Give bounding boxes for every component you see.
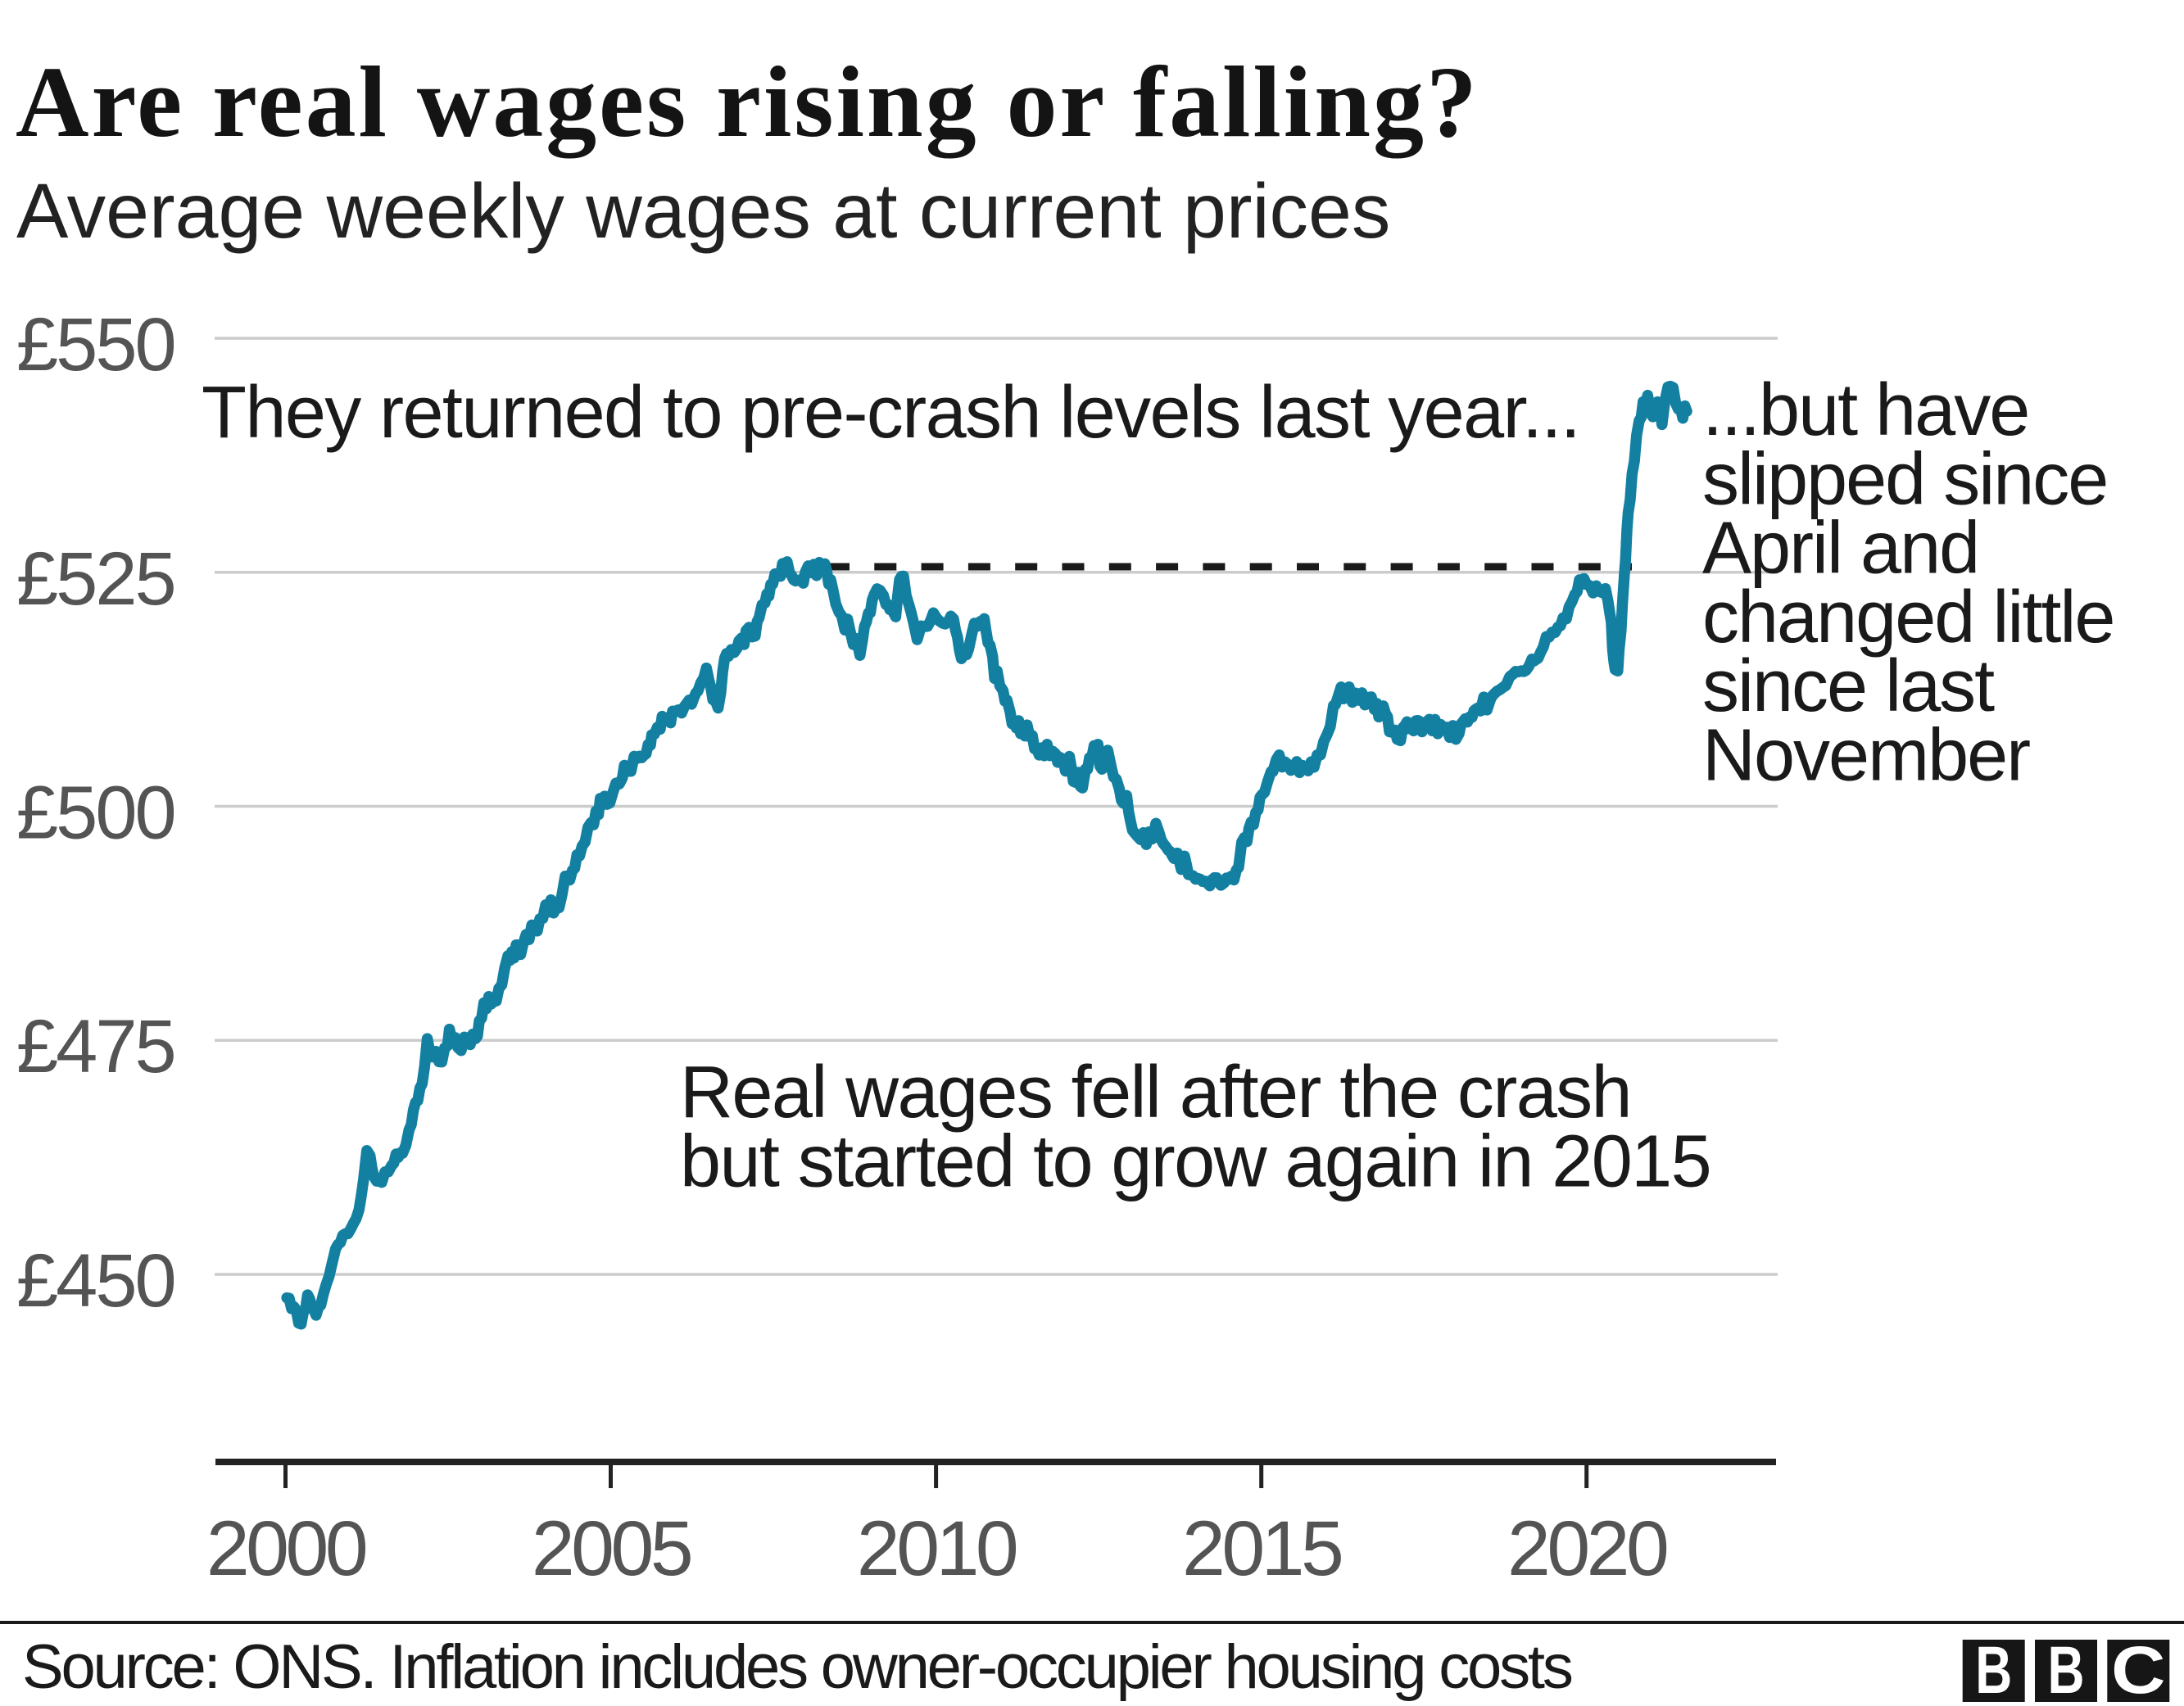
svg-text:Are real wages rising or falli: Are real wages rising or falling? — [16, 46, 1479, 159]
svg-text:2015: 2015 — [1182, 1505, 1341, 1592]
svg-text:April and: April and — [1702, 508, 1978, 590]
svg-text:B: B — [2047, 1633, 2084, 1706]
svg-text:since last: since last — [1702, 645, 1995, 727]
svg-text:£450: £450 — [16, 1239, 174, 1323]
svg-text:Source: ONS. Inflation include: Source: ONS. Inflation includes owner-oc… — [22, 1632, 1572, 1702]
svg-text:Real wages fell after the cras: Real wages fell after the crash — [680, 1052, 1631, 1134]
svg-text:Average weekly wages at curren: Average weekly wages at current prices — [16, 168, 1390, 255]
svg-text:November: November — [1702, 715, 2030, 797]
svg-text:2020: 2020 — [1507, 1505, 1667, 1592]
svg-text:2000: 2000 — [206, 1505, 366, 1592]
svg-text:£500: £500 — [16, 772, 174, 855]
svg-text:2010: 2010 — [857, 1505, 1017, 1592]
svg-text:slipped since: slipped since — [1702, 438, 2107, 520]
svg-text:...but have: ...but have — [1702, 369, 2028, 451]
svg-text:changed little: changed little — [1702, 577, 2114, 658]
svg-text:B: B — [1975, 1633, 2012, 1706]
svg-text:They returned to pre-crash lev: They returned to pre-crash levels last y… — [202, 372, 1579, 454]
svg-text:C: C — [2111, 1633, 2165, 1706]
svg-text:£475: £475 — [16, 1005, 174, 1088]
svg-text:2005: 2005 — [532, 1505, 691, 1592]
svg-text:£525: £525 — [16, 537, 174, 621]
svg-text:but started to grow again in 2: but started to grow again in 2015 — [680, 1121, 1710, 1203]
svg-text:£550: £550 — [16, 303, 174, 387]
